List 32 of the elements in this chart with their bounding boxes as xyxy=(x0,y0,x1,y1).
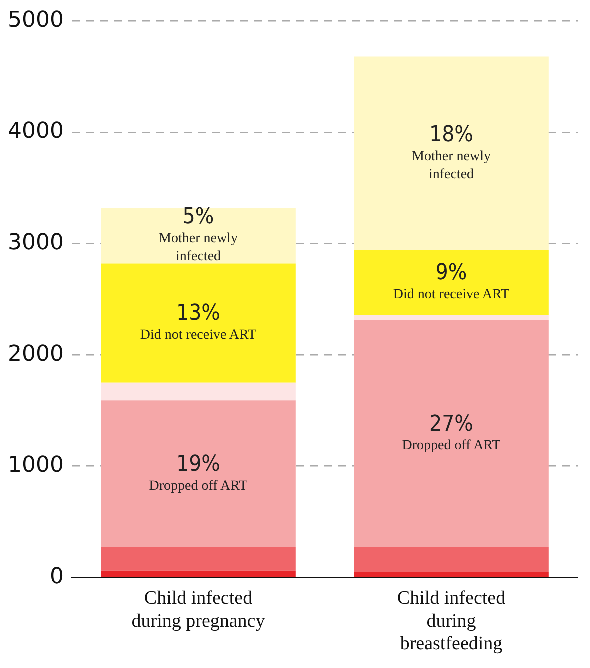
bar xyxy=(354,250,549,315)
bar xyxy=(101,264,296,383)
bar xyxy=(354,314,549,321)
text: Mother newly infected xyxy=(412,149,491,182)
bar xyxy=(101,570,296,577)
bar xyxy=(101,208,296,264)
series-label: Did not receive ART xyxy=(393,287,510,302)
bar xyxy=(354,320,549,548)
y-tick-label: 4000 xyxy=(8,119,64,144)
bar xyxy=(101,400,296,548)
bar xyxy=(354,548,549,572)
text: Did not receive ART xyxy=(140,328,257,343)
series-label: Dropped off ART xyxy=(402,438,502,454)
annotation: 27% xyxy=(429,412,474,437)
y-tick-label: 2000 xyxy=(8,342,64,367)
annotation: 9% xyxy=(436,260,468,286)
annotation: 5% xyxy=(182,204,214,230)
annotation: 19% xyxy=(176,452,220,477)
y-tick-label: 1000 xyxy=(8,453,64,478)
annotation: 13% xyxy=(176,301,220,326)
text: Dropped off ART xyxy=(149,478,248,494)
bar xyxy=(101,382,296,401)
bar xyxy=(101,548,296,571)
annotation: 18% xyxy=(429,122,474,148)
y-tick-label: 3000 xyxy=(8,230,64,256)
y-tick-label: 5000 xyxy=(8,8,64,33)
series-label: Mother newly infected xyxy=(159,232,238,265)
bar xyxy=(354,56,549,250)
y-tick-label: 0 xyxy=(50,564,64,590)
x-tick-label: Child infected during pregnancy xyxy=(132,588,266,632)
x-tick-label: Child infected during breastfeeding xyxy=(397,588,506,655)
bar xyxy=(354,572,549,577)
